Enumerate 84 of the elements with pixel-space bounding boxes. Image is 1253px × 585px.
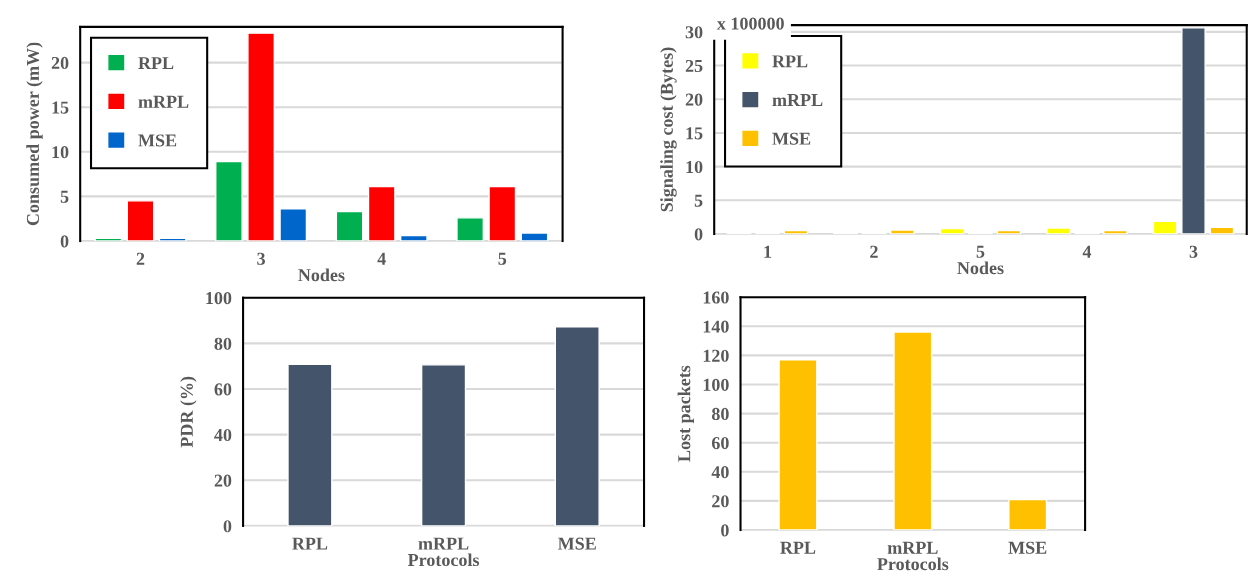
y-tick-label: 25 bbox=[685, 59, 703, 73]
y-tick-label: 0 bbox=[60, 235, 69, 248]
y-tick-label: 5 bbox=[694, 194, 703, 207]
legend-label: mRPL bbox=[138, 95, 189, 108]
y-tick-label: 30 bbox=[685, 26, 703, 39]
y-tick-label: 20 bbox=[712, 495, 729, 508]
legend-label: MSE bbox=[138, 134, 177, 147]
x-tick-label: RPL bbox=[780, 541, 816, 554]
y-tick-label: 20 bbox=[51, 56, 69, 70]
x-axis-title: Protocols bbox=[407, 553, 480, 567]
bar bbox=[939, 227, 965, 234]
y-tick-label: 60 bbox=[711, 436, 729, 450]
bar bbox=[778, 359, 818, 531]
bar bbox=[554, 326, 600, 526]
y-tick-label: 10 bbox=[686, 160, 703, 174]
bar bbox=[126, 200, 155, 242]
bar bbox=[399, 234, 428, 242]
x-tick-label: 5 bbox=[498, 252, 507, 265]
y-tick-label: 0 bbox=[223, 520, 232, 533]
y-tick-label: 40 bbox=[711, 466, 729, 479]
bar bbox=[456, 217, 485, 242]
legend-label: mRPL bbox=[772, 94, 823, 106]
bar bbox=[1209, 226, 1235, 234]
bar bbox=[279, 208, 308, 242]
bar bbox=[287, 363, 333, 526]
x-axis-title: Nodes bbox=[957, 261, 1004, 275]
y-tick-label: 100 bbox=[206, 292, 232, 305]
y-tick-label: 100 bbox=[703, 378, 729, 391]
y-tick-label: 120 bbox=[703, 349, 729, 362]
annotation: x 100000 bbox=[716, 17, 784, 30]
y-tick-label: 15 bbox=[686, 127, 703, 140]
legend-label: RPL bbox=[772, 55, 808, 68]
x-tick-label: 4 bbox=[1082, 245, 1092, 258]
x-tick-label: 3 bbox=[1189, 245, 1198, 258]
y-tick-label: 80 bbox=[214, 337, 232, 350]
y-axis-title: Signaling cost (Bytes) bbox=[660, 47, 677, 212]
y-tick-label: 140 bbox=[703, 320, 729, 333]
y-tick-label: 0 bbox=[694, 228, 703, 241]
legend-label: MSE bbox=[772, 132, 811, 145]
bar bbox=[520, 232, 549, 242]
x-tick-label: 1 bbox=[764, 245, 772, 258]
y-tick-label: 5 bbox=[60, 190, 69, 203]
bar bbox=[367, 185, 396, 242]
y-axis-title: Lost packets bbox=[677, 365, 694, 462]
y-tick-label: 15 bbox=[52, 101, 69, 114]
x-axis-title: Nodes bbox=[298, 268, 345, 282]
bar bbox=[215, 160, 243, 242]
bar bbox=[996, 229, 1022, 234]
x-tick-label: MSE bbox=[557, 537, 596, 550]
y-tick-label: 20 bbox=[214, 474, 232, 487]
bar bbox=[1181, 27, 1206, 234]
legend-label: RPL bbox=[138, 57, 174, 69]
y-tick-label: 80 bbox=[711, 407, 729, 421]
x-tick-label: 5 bbox=[976, 245, 985, 258]
y-tick-label: 160 bbox=[703, 291, 729, 304]
x-tick-label: 3 bbox=[257, 252, 265, 265]
x-tick-label: MSE bbox=[1008, 541, 1047, 554]
bar bbox=[247, 32, 275, 242]
y-tick-label: 10 bbox=[52, 146, 69, 159]
bar bbox=[1046, 227, 1071, 234]
bar bbox=[893, 331, 933, 531]
x-tick-label: 2 bbox=[136, 252, 145, 265]
x-tick-label: mRPL bbox=[418, 537, 469, 550]
bar bbox=[94, 237, 123, 242]
y-tick-label: 0 bbox=[721, 524, 729, 537]
bar bbox=[488, 185, 517, 242]
bar bbox=[783, 229, 809, 234]
bar bbox=[890, 229, 915, 234]
bar bbox=[158, 237, 187, 242]
y-tick-label: 20 bbox=[685, 93, 703, 106]
bar bbox=[1103, 229, 1128, 234]
x-tick-label: mRPL bbox=[887, 541, 938, 554]
y-axis-title: Consumed power (mW) bbox=[26, 42, 43, 226]
bar bbox=[335, 210, 364, 242]
x-tick-label: RPL bbox=[292, 537, 328, 550]
y-tick-label: 60 bbox=[214, 383, 232, 396]
x-tick-label: 2 bbox=[870, 245, 878, 258]
y-tick-label: 40 bbox=[214, 428, 232, 442]
x-axis-title: Protocols bbox=[877, 557, 949, 571]
bar bbox=[420, 364, 467, 526]
x-tick-label: 4 bbox=[377, 252, 386, 265]
y-axis-title: PDR (%) bbox=[180, 376, 197, 448]
bar bbox=[1008, 498, 1048, 531]
bar bbox=[1152, 220, 1178, 234]
